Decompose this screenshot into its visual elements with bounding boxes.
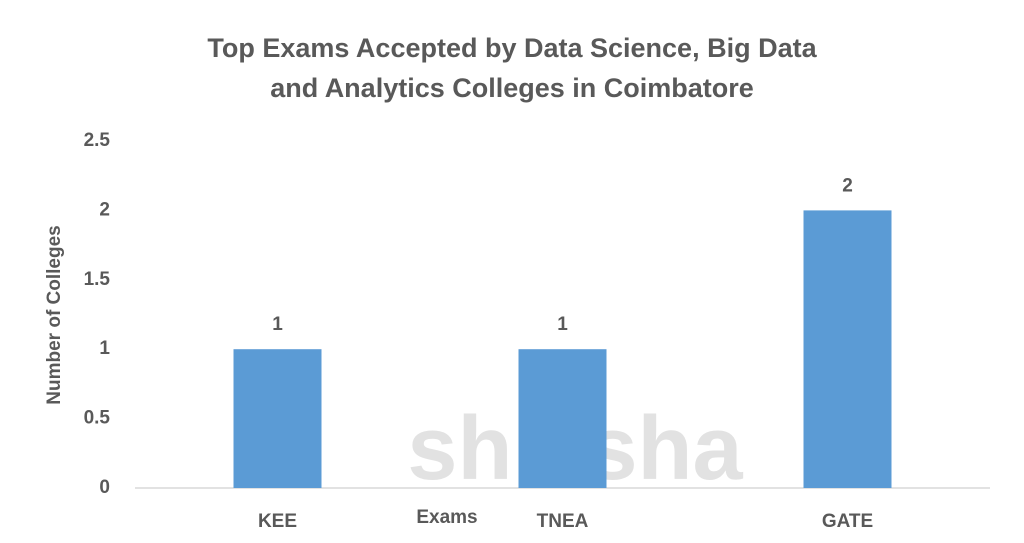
bar	[233, 349, 322, 488]
bar	[518, 349, 607, 488]
y-tick-label: 1.5	[84, 269, 111, 290]
y-tick-label: 1	[99, 338, 110, 359]
data-label: 2	[842, 175, 853, 196]
y-tick-label: 2	[99, 199, 110, 220]
x-tick-label: GATE	[822, 511, 873, 532]
y-axis-label: Number of Colleges	[44, 225, 65, 404]
chart-title: Top Exams Accepted by Data Science, Big …	[207, 33, 817, 103]
y-tick-label: 2.5	[84, 130, 111, 151]
x-tick-label: KEE	[258, 511, 297, 532]
data-label: 1	[557, 314, 568, 335]
y-tick-label: 0	[99, 477, 110, 498]
data-label: 1	[272, 314, 283, 335]
bar	[803, 210, 892, 488]
x-tick-label: TNEA	[537, 511, 589, 532]
y-tick-label: 0.5	[84, 408, 111, 429]
x-axis-label: Exams	[416, 507, 477, 528]
